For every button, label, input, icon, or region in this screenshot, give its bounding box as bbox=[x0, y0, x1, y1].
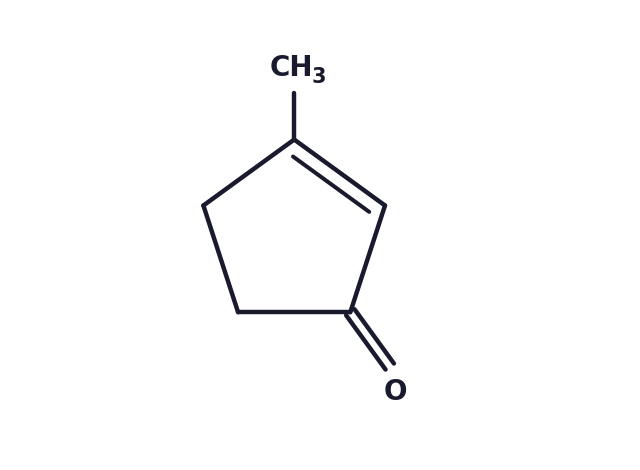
Text: 3: 3 bbox=[312, 67, 326, 87]
Text: CH: CH bbox=[270, 54, 314, 82]
Text: O: O bbox=[383, 378, 406, 406]
